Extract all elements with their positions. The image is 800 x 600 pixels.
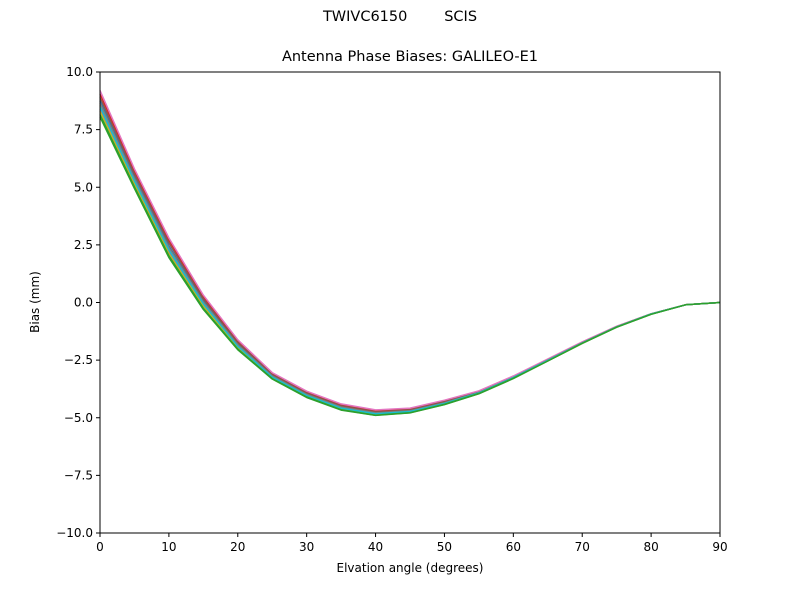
series-line-s2 xyxy=(99,105,721,415)
x-tick-label: 90 xyxy=(712,540,727,554)
x-tick-label: 20 xyxy=(230,540,245,554)
x-axis-ticks: 0 10 20 30 40 50 60 70 80 90 xyxy=(96,533,728,554)
series-line-s8 xyxy=(99,102,721,414)
y-tick-label: −2.5 xyxy=(64,353,93,367)
x-tick-label: 80 xyxy=(643,540,658,554)
x-tick-label: 70 xyxy=(575,540,590,554)
series-line-s1 xyxy=(99,100,721,414)
series-line-s3 xyxy=(99,116,721,417)
y-tick-label: 7.5 xyxy=(74,123,93,137)
series-line-s9 xyxy=(99,110,721,416)
x-tick-label: 10 xyxy=(161,540,176,554)
y-tick-label: −10.0 xyxy=(56,526,93,540)
y-axis-ticks: 10.0 7.5 5.0 2.5 0.0 −2.5 −5.0 −7.5 −10.0 xyxy=(56,65,100,540)
x-tick-label: 60 xyxy=(506,540,521,554)
series-line-s4 xyxy=(99,93,721,412)
plot-frame xyxy=(99,71,721,534)
y-tick-label: 5.0 xyxy=(74,180,93,194)
series-line-s11 xyxy=(99,114,721,416)
chart-title: Antenna Phase Biases: GALILEO-E1 xyxy=(281,49,539,65)
y-tick-label: 0.0 xyxy=(74,296,93,310)
figure-suptitle: TWIVC6150 SCIS xyxy=(322,9,478,25)
y-axis-label: Bias (mm) xyxy=(28,271,42,333)
x-axis-label: Elvation angle (degrees) xyxy=(336,561,484,575)
x-tick-label: 30 xyxy=(299,540,314,554)
data-series-group xyxy=(99,90,721,417)
series-line-s6 xyxy=(99,97,721,413)
x-tick-label: 40 xyxy=(368,540,383,554)
y-tick-label: 2.5 xyxy=(74,238,93,252)
y-tick-label: −5.0 xyxy=(64,411,93,425)
series-line-s7 xyxy=(99,90,721,411)
y-tick-label: 10.0 xyxy=(66,65,93,79)
x-tick-label: 0 xyxy=(96,540,104,554)
y-tick-label: −7.5 xyxy=(64,468,93,482)
series-line-s5 xyxy=(99,108,721,416)
series-line-s10 xyxy=(99,106,721,415)
x-tick-label: 50 xyxy=(437,540,452,554)
